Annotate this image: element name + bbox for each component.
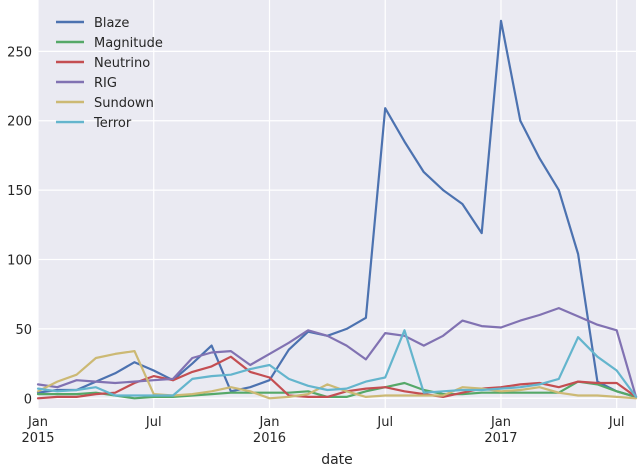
- series-line-blaze: [36, 19, 638, 398]
- series-line-magnitude: [36, 380, 638, 400]
- legend-label: Blaze: [94, 16, 129, 31]
- x-tick-sublabel: 2016: [253, 431, 286, 446]
- series-lines: [36, 19, 638, 400]
- legend-label: RIG: [94, 76, 117, 91]
- x-tick-label: Jan: [258, 415, 279, 430]
- y-axis-ticks: 0 50 100 150 200 250: [7, 45, 32, 407]
- series-line-sundown: [36, 350, 638, 400]
- x-tick-label: Jan: [490, 415, 511, 430]
- y-tick-label: 100: [7, 254, 32, 269]
- y-tick-label: 50: [15, 323, 32, 338]
- series-line-rig: [36, 307, 638, 398]
- legend-label: Sundown: [94, 96, 154, 111]
- y-tick-label: 0: [24, 392, 32, 407]
- y-tick-label: 200: [7, 115, 32, 130]
- x-tick-sublabel: 2015: [21, 431, 54, 446]
- x-tick-sublabel: 2017: [484, 431, 517, 446]
- series-line-terror: [36, 329, 638, 398]
- legend-label: Terror: [93, 116, 132, 131]
- grid: [37, 0, 636, 408]
- legend: Blaze Magnitude Neutrino RIG Sundown Terror: [56, 16, 163, 131]
- y-tick-label: 150: [7, 184, 32, 199]
- x-tick-label: Jul: [608, 415, 625, 430]
- y-tick-label: 250: [7, 45, 32, 60]
- x-tick-label: Jan: [27, 415, 48, 430]
- x-axis-label: date: [321, 452, 353, 468]
- legend-label: Neutrino: [94, 56, 150, 71]
- x-tick-label: Jul: [376, 415, 393, 430]
- x-tick-label: Jul: [145, 415, 162, 430]
- legend-label: Magnitude: [94, 36, 163, 51]
